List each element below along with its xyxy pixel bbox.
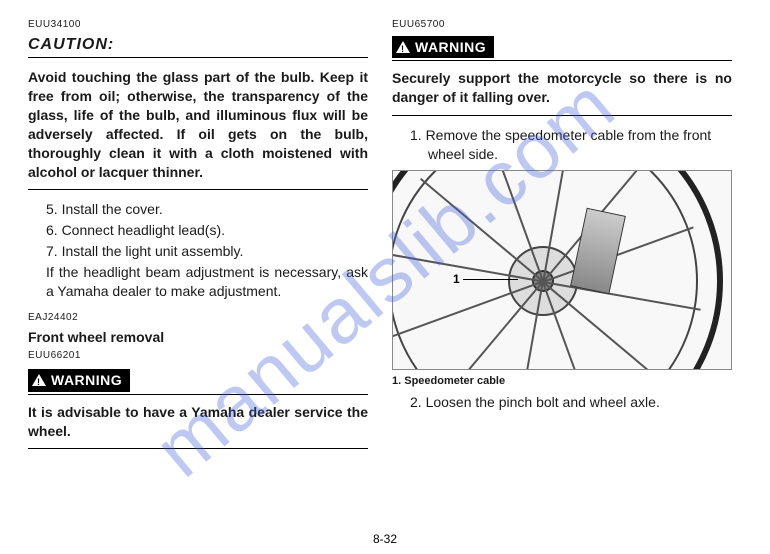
step-6: 6. Connect headlight lead(s). [46, 221, 368, 240]
step-list-left: 5. Install the cover. 6. Connect headlig… [28, 200, 368, 261]
step-5: 5. Install the cover. [46, 200, 368, 219]
step-list-right-2: 2. Loosen the pinch bolt and wheel axle. [392, 393, 732, 412]
caution-heading: CAUTION: [28, 34, 368, 56]
code-euu65700: EUU65700 [392, 18, 732, 32]
step-1: 1. Remove the speedometer cable from the… [410, 126, 732, 164]
divider-2 [28, 448, 368, 449]
page-number: 8-32 [373, 532, 397, 546]
warning-badge-left: WARNING [28, 369, 130, 392]
code-euu34100: EUU34100 [28, 18, 368, 32]
warning-body-left: It is advisable to have a Yamaha dealer … [28, 403, 368, 441]
page-container: EUU34100 CAUTION: Avoid touching the gla… [0, 0, 770, 469]
step-7-sub: If the headlight beam adjustment is nece… [28, 263, 368, 301]
caution-body: Avoid touching the glass part of the bul… [28, 68, 368, 181]
divider [28, 189, 368, 190]
left-column: EUU34100 CAUTION: Avoid touching the gla… [28, 18, 368, 459]
code-eaj24402: EAJ24402 [28, 311, 368, 325]
wheel-figure: 1 [392, 170, 732, 370]
figure-caption: 1. Speedometer cable [392, 374, 732, 389]
step-7: 7. Install the light unit assembly. [46, 242, 368, 261]
caution-rule [28, 57, 368, 58]
warning-rule-right [392, 60, 732, 61]
warning-label-left: WARNING [51, 371, 122, 390]
warning-rule-left [28, 394, 368, 395]
warning-triangle-icon [32, 374, 46, 386]
warning-badge-right: WARNING [392, 36, 494, 59]
step-list-right: 1. Remove the speedometer cable from the… [392, 126, 732, 164]
step-2: 2. Loosen the pinch bolt and wheel axle. [410, 393, 732, 412]
warning-triangle-icon [396, 41, 410, 53]
divider-3 [392, 115, 732, 116]
warning-body-right: Securely support the motorcycle so there… [392, 69, 732, 107]
warning-label-right: WARNING [415, 38, 486, 57]
right-column: EUU65700 WARNING Securely support the mo… [392, 18, 732, 459]
code-euu66201: EUU66201 [28, 349, 368, 363]
section-front-wheel: Front wheel removal [28, 328, 368, 347]
